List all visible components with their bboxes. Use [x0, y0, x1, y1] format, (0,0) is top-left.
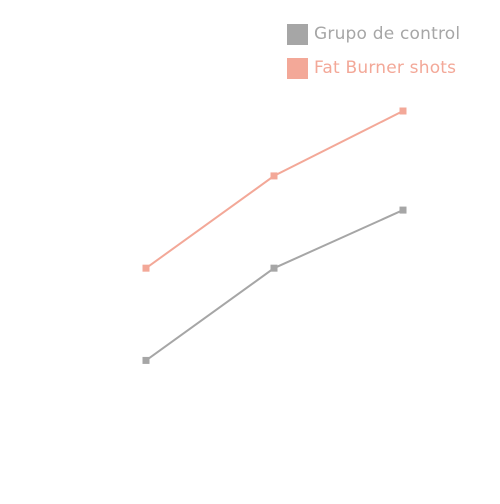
legend-label-fat-burner-shots: Fat Burner shots — [314, 58, 457, 78]
legend: Grupo de control Fat Burner shots — [287, 22, 460, 90]
data-point-fat-burner-shots-1 — [142, 264, 150, 272]
data-point-fat-burner-shots-3 — [399, 107, 407, 115]
legend-swatch-fat-burner-shots — [287, 57, 308, 79]
legend-label-grupo-de-control: Grupo de control — [314, 24, 461, 44]
data-point-grupo-de-control-3 — [399, 206, 407, 214]
data-point-grupo-de-control-1 — [142, 356, 150, 364]
data-point-fat-burner-shots-2 — [270, 172, 278, 180]
legend-swatch-grupo-de-control — [287, 23, 308, 45]
data-point-grupo-de-control-2 — [270, 264, 278, 272]
legend-item-fat-burner-shots: Fat Burner shots — [287, 56, 460, 80]
series-line-fat-burner-shots — [145, 110, 404, 269]
legend-item-grupo-de-control: Grupo de control — [287, 22, 460, 46]
series-line-grupo-de-control — [145, 209, 404, 362]
